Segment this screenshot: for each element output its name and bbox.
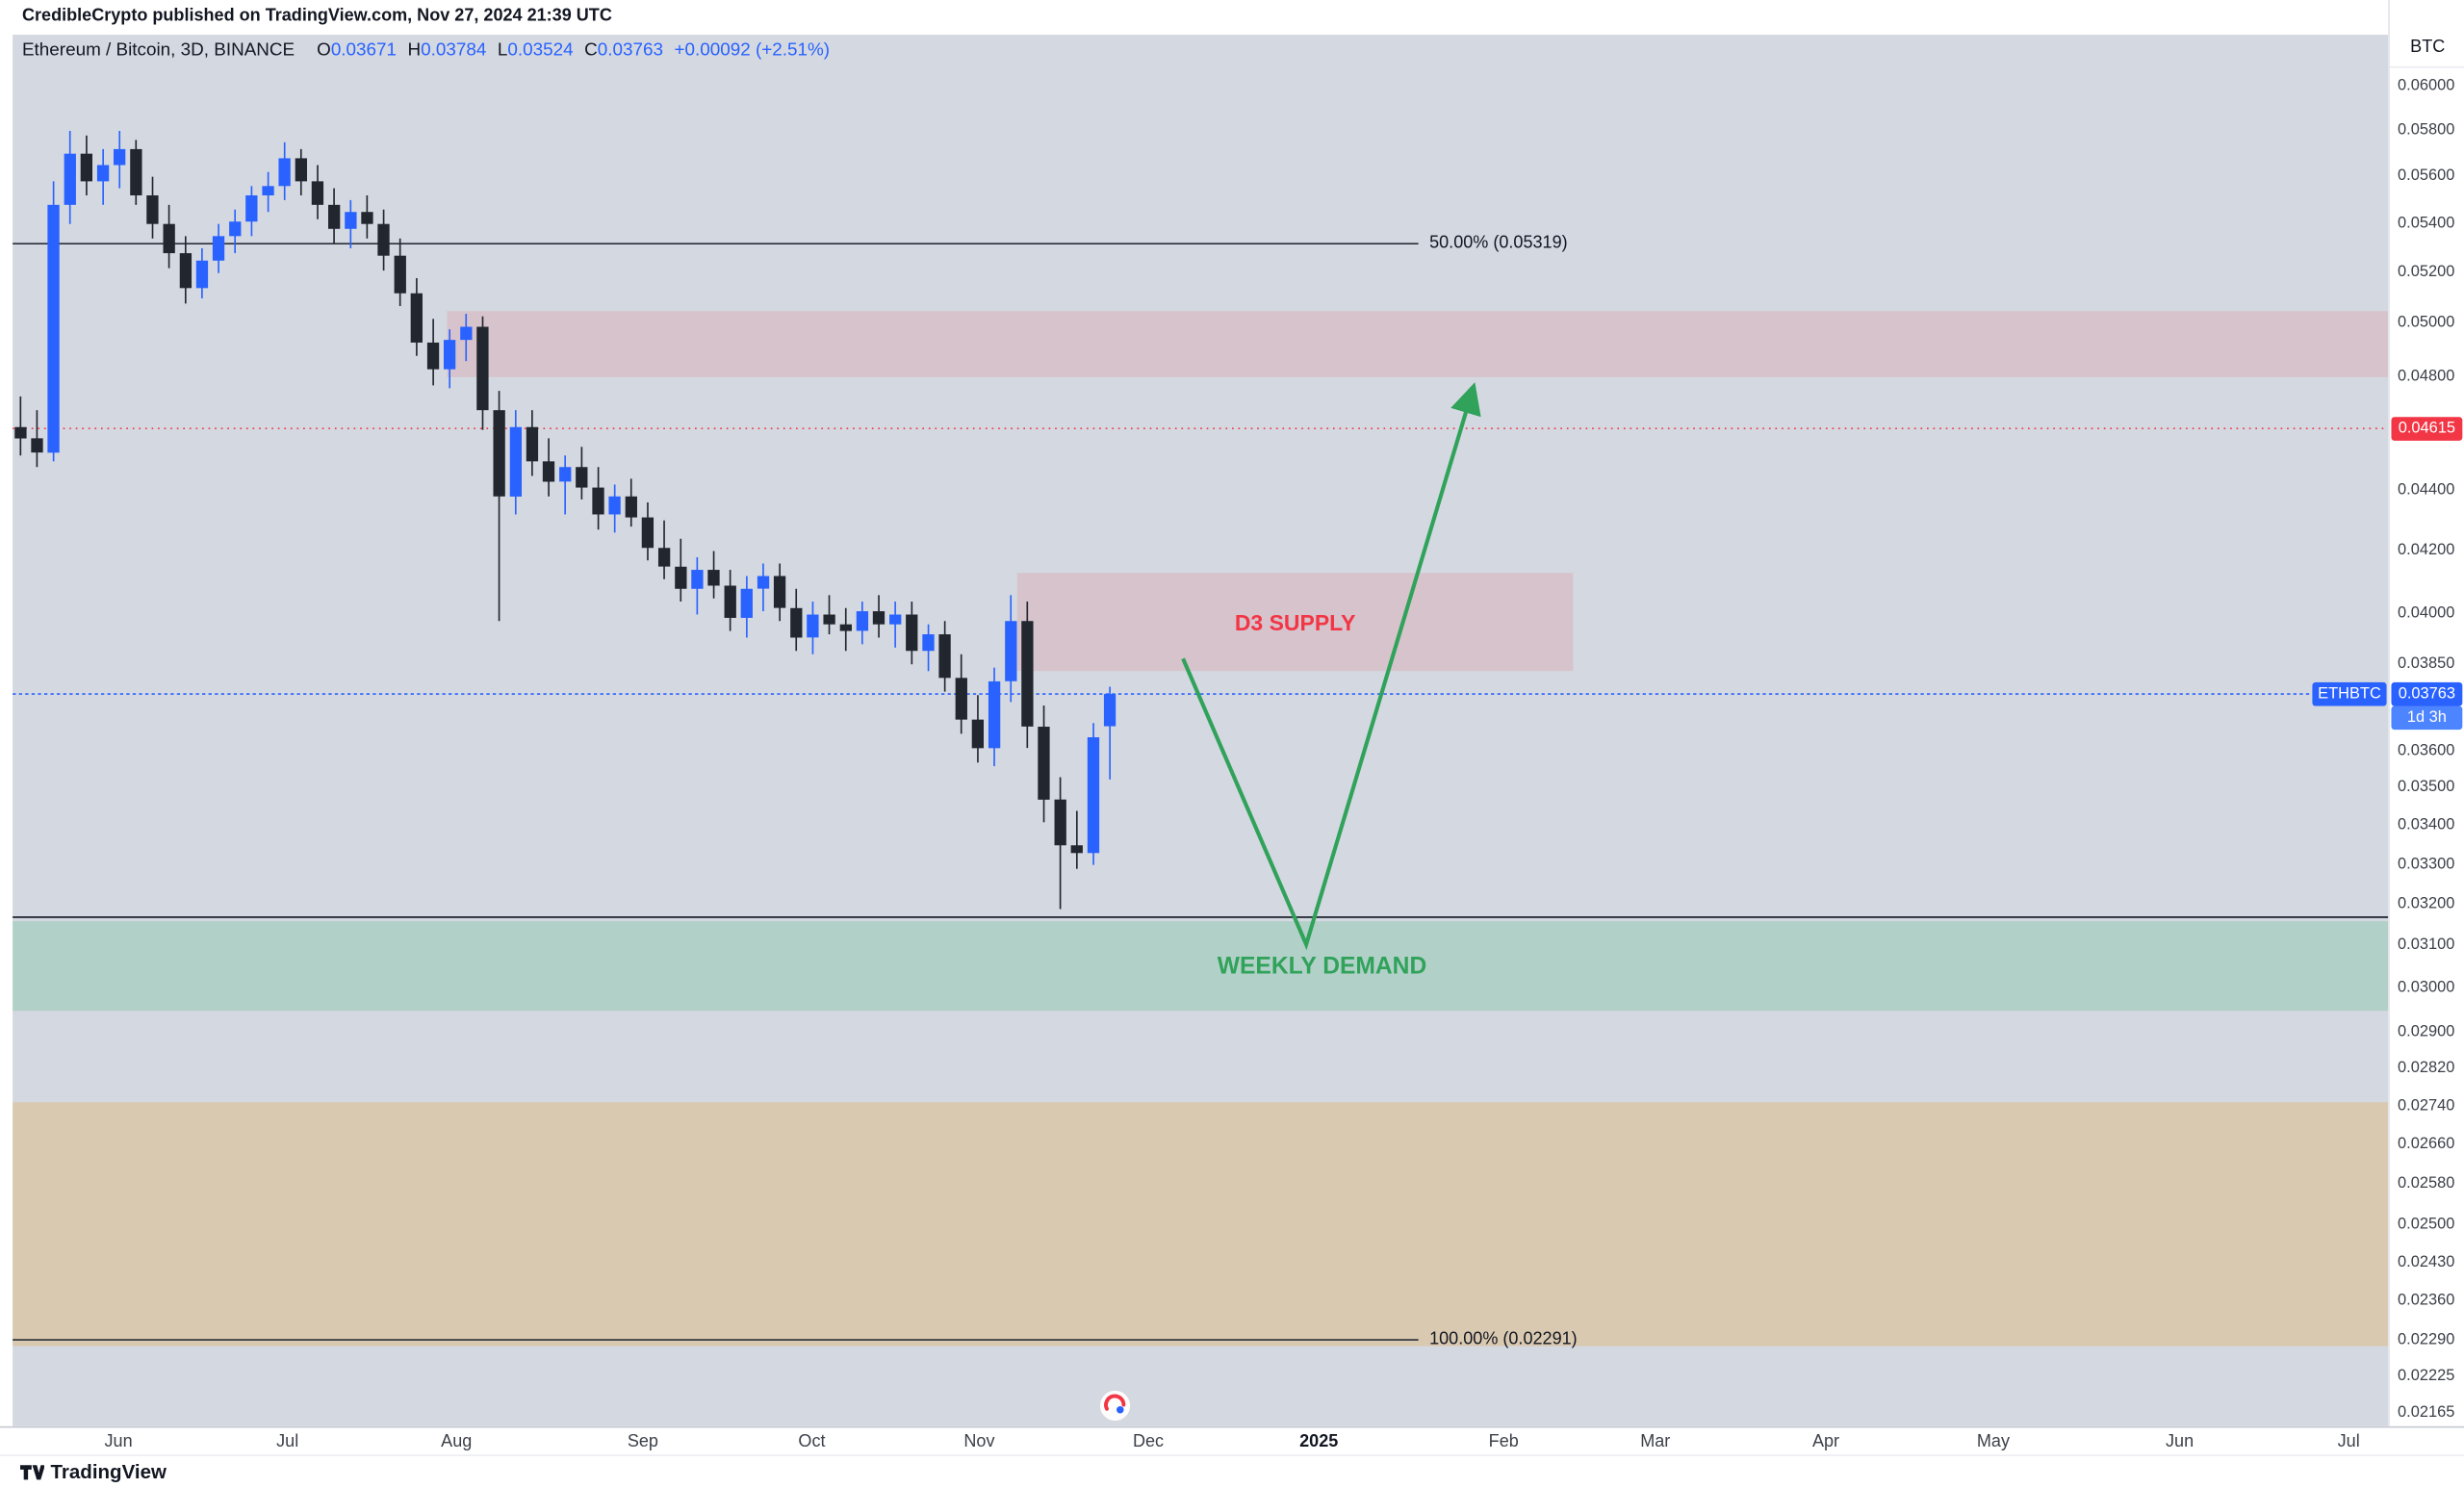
time-tick-mar: Mar — [1640, 1432, 1671, 1452]
price-tick: 0.03600 — [2398, 742, 2455, 760]
time-tick-jun: Jun — [104, 1432, 133, 1452]
price-tick: 0.02580 — [2398, 1175, 2455, 1193]
time-tick-apr: Apr — [1811, 1432, 1840, 1452]
time-tick-feb: Feb — [1488, 1432, 1519, 1452]
publish-text: CredibleCrypto published on TradingView.… — [21, 6, 612, 26]
legend-open-value: 0.03671 — [330, 40, 398, 61]
chart-legend: Ethereum / Bitcoin, 3D, BINANCE O0.03671 H… — [22, 41, 830, 61]
d3-supply-zone-label: D3 SUPPLY — [1234, 609, 1356, 635]
time-tick-aug: Aug — [441, 1432, 473, 1452]
tradingview-logo-icon[interactable] — [19, 1461, 44, 1483]
time-tick-oct: Oct — [798, 1432, 826, 1452]
legend-change: +0.00092 (+2.51%) — [674, 40, 831, 61]
legend-high-label: H — [407, 40, 422, 61]
legend-close-value: 0.03763 — [597, 40, 663, 61]
weekly-demand-zone — [13, 921, 2389, 1012]
price-tick: 0.04400 — [2398, 480, 2455, 499]
price-tick: 0.05800 — [2398, 121, 2455, 140]
alert-price-tag: 0.04615 — [2391, 416, 2463, 441]
price-tick: 0.06000 — [2398, 77, 2455, 95]
legend-low-label: L — [497, 40, 508, 61]
time-tick-sep: Sep — [627, 1432, 658, 1452]
time-tick-2025: 2025 — [1299, 1432, 1339, 1452]
price-tick: 0.02820 — [2398, 1060, 2455, 1078]
price-tick: 0.02430 — [2398, 1253, 2455, 1271]
tradingview-watermark-icon — [1097, 1388, 1132, 1430]
price-tick: 0.02360 — [2398, 1292, 2455, 1310]
bar-countdown-tag: 1d 3h — [2391, 706, 2463, 730]
zones-layer — [13, 311, 2389, 1347]
fib-100-line-label: 100.00% (0.02291) — [1429, 1330, 1578, 1349]
legend-open-label: O — [317, 40, 331, 61]
price-tick: 0.03200 — [2398, 895, 2455, 913]
price-tick: 0.05400 — [2398, 214, 2455, 232]
legend-instrument: Ethereum / Bitcoin, 3D, BINANCE — [21, 40, 295, 61]
price-tick: 0.03300 — [2398, 855, 2455, 873]
price-tick: 0.02290 — [2398, 1330, 2455, 1348]
d3-supply-zone — [1016, 573, 1574, 672]
price-tick: 0.03400 — [2398, 816, 2455, 834]
legend-close-label: C — [584, 40, 598, 61]
price-tick: 0.02225 — [2398, 1368, 2455, 1386]
price-tick: 0.03850 — [2398, 654, 2455, 673]
publish-line: CredibleCrypto published on TradingView.… — [22, 7, 612, 26]
time-axis[interactable]: Jun Jul Aug Sep Oct Nov Dec 2025 Feb Mar Apr May Jun… — [0, 1425, 2464, 1457]
price-tick: 0.02500 — [2398, 1217, 2455, 1235]
candles-layer — [14, 131, 1116, 910]
price-tick: 0.02900 — [2398, 1023, 2455, 1041]
last-price-tag: 0.03763 — [2391, 681, 2463, 706]
price-tick: 0.03000 — [2398, 979, 2455, 997]
weekly-demand-zone-label: WEEKLY DEMAND — [1217, 952, 1427, 980]
footer-brand[interactable]: TradingView — [50, 1460, 167, 1483]
time-tick-jul: Jul — [276, 1432, 299, 1452]
price-tick: 0.04000 — [2398, 604, 2455, 623]
price-tick: 0.05000 — [2398, 314, 2455, 332]
legend-low-value: 0.03524 — [507, 40, 574, 61]
price-tick: 0.05600 — [2398, 167, 2455, 185]
time-tick-jul: Jul — [2337, 1432, 2360, 1452]
time-tick-jun: Jun — [2166, 1432, 2194, 1452]
price-tick: 0.03500 — [2398, 779, 2455, 797]
price-tick: 0.05200 — [2398, 263, 2455, 281]
price-tick: 0.02660 — [2398, 1136, 2455, 1154]
price-tick: 0.04200 — [2398, 541, 2455, 559]
symbol-price-label: ETHBTC — [2312, 681, 2387, 706]
time-tick-may: May — [1976, 1432, 2010, 1452]
price-tick: 0.02740 — [2398, 1097, 2455, 1116]
projection-arrow — [1181, 382, 1481, 951]
axis-unit-button[interactable]: BTC — [2389, 38, 2464, 68]
price-tick: 0.02165 — [2398, 1403, 2455, 1422]
monthly-demand-zone — [13, 1102, 2389, 1347]
price-tick: 0.04800 — [2398, 368, 2455, 386]
time-tick-nov: Nov — [963, 1432, 995, 1452]
time-tick-dec: Dec — [1132, 1432, 1165, 1452]
legend-high-value: 0.03784 — [421, 40, 487, 61]
price-tick: 0.03100 — [2398, 936, 2455, 955]
price-axis[interactable]: BTC 0.06000 0.05800 0.05600 0.05400 0.05200 0… — [2388, 0, 2464, 1426]
chart-pane[interactable] — [13, 35, 2389, 1426]
weekly-supply-zone — [447, 311, 2389, 377]
fib-50-line-label: 50.00% (0.05319) — [1429, 234, 1568, 254]
footer: TradingView — [0, 1454, 2464, 1488]
